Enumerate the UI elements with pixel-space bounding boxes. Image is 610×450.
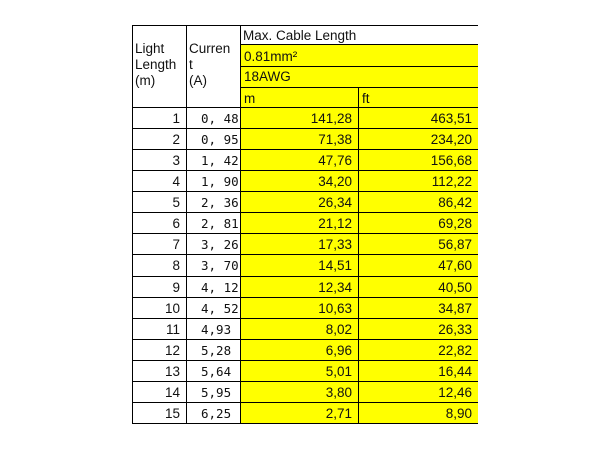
cell-length-m: 8,02 bbox=[241, 319, 358, 339]
grid-line bbox=[358, 87, 359, 424]
header-current: Curren t (A) bbox=[186, 41, 230, 89]
cell-light-length: 4 bbox=[172, 174, 180, 189]
cell-current: 4,93 bbox=[201, 322, 232, 337]
cell-current: 5,28 bbox=[201, 343, 232, 358]
grid-line bbox=[240, 25, 241, 424]
header-text: (A) bbox=[189, 73, 207, 88]
header-text: Light bbox=[135, 41, 165, 56]
cell-light-length: 7 bbox=[172, 237, 180, 252]
cell-length-ft: 86,42 bbox=[359, 192, 478, 212]
grid-line bbox=[132, 149, 478, 150]
cell-current: 2, 81 bbox=[201, 216, 239, 231]
grid-line bbox=[132, 339, 478, 340]
cell-light-length: 13 bbox=[164, 364, 180, 379]
cell-length-m: 47,76 bbox=[241, 150, 358, 170]
grid-line bbox=[186, 25, 187, 424]
grid-line bbox=[132, 402, 478, 403]
cell-current: 3, 70 bbox=[201, 258, 239, 273]
grid-line bbox=[132, 318, 478, 319]
cell-light-length: 12 bbox=[164, 343, 180, 358]
cell-length-ft: 40,50 bbox=[359, 277, 478, 297]
cell-length-m: 3,80 bbox=[241, 382, 358, 402]
cell-light-length: 9 bbox=[172, 280, 180, 295]
grid-line bbox=[132, 128, 478, 129]
cell-length-ft: 8,90 bbox=[359, 403, 478, 423]
grid-line bbox=[132, 212, 478, 213]
cell-length-m: 5,01 bbox=[241, 361, 358, 381]
cell-length-m: 34,20 bbox=[241, 171, 358, 191]
grid-line bbox=[132, 191, 478, 192]
grid-line bbox=[132, 233, 478, 234]
cell-length-ft: 56,87 bbox=[359, 234, 478, 254]
grid-line bbox=[132, 170, 478, 171]
cell-length-m: 10,63 bbox=[241, 298, 358, 318]
cell-length-m: 26,34 bbox=[241, 192, 358, 212]
cell-length-ft: 34,87 bbox=[359, 298, 478, 318]
cell-length-ft: 26,33 bbox=[359, 319, 478, 339]
cell-light-length: 3 bbox=[172, 153, 180, 168]
cell-current: 2, 36 bbox=[201, 195, 239, 210]
header-unit-ft: ft bbox=[359, 88, 478, 107]
cell-light-length: 2 bbox=[172, 132, 180, 147]
grid-line bbox=[132, 107, 478, 108]
cell-light-length: 11 bbox=[165, 322, 180, 337]
cell-current: 3, 26 bbox=[201, 237, 239, 252]
cell-length-m: 17,33 bbox=[241, 234, 358, 254]
grid-line bbox=[132, 254, 478, 255]
header-unit-m: m bbox=[241, 88, 358, 107]
cell-light-length: 8 bbox=[172, 258, 180, 273]
cell-length-m: 12,34 bbox=[241, 277, 358, 297]
header-text: (m) bbox=[135, 73, 156, 88]
cell-current: 4, 52 bbox=[201, 301, 239, 316]
cell-current: 0, 48 bbox=[201, 111, 239, 126]
cell-current: 1, 90 bbox=[201, 174, 239, 189]
grid-line bbox=[240, 44, 478, 45]
cell-current: 1, 42 bbox=[201, 153, 239, 168]
cell-length-ft: 463,51 bbox=[359, 108, 478, 128]
cell-current: 0, 95 bbox=[201, 132, 239, 147]
cell-current: 6,25 bbox=[201, 406, 232, 421]
cell-light-length: 10 bbox=[164, 301, 180, 316]
header-text: t bbox=[189, 57, 193, 72]
cell-light-length: 6 bbox=[172, 216, 180, 231]
grid-line bbox=[132, 360, 478, 361]
cell-current: 4, 12 bbox=[201, 280, 239, 295]
grid-line bbox=[132, 25, 133, 424]
cell-light-length: 15 bbox=[164, 406, 180, 421]
grid-line bbox=[240, 66, 478, 67]
header-text: Length bbox=[135, 57, 177, 72]
cell-length-m: 21,12 bbox=[241, 213, 358, 233]
header-cross-section: 0.81mm² bbox=[241, 45, 478, 66]
cell-length-ft: 12,46 bbox=[359, 382, 478, 402]
cell-length-ft: 234,20 bbox=[359, 129, 478, 149]
header-text: Curren bbox=[189, 41, 231, 56]
cell-current: 5,64 bbox=[201, 364, 232, 379]
cell-light-length: 1 bbox=[172, 111, 180, 126]
cell-length-ft: 22,82 bbox=[359, 340, 478, 360]
cell-length-m: 2,71 bbox=[241, 403, 358, 423]
grid-line bbox=[132, 423, 478, 424]
cell-length-ft: 47,60 bbox=[359, 255, 478, 276]
cell-length-ft: 156,68 bbox=[359, 150, 478, 170]
cell-light-length: 5 bbox=[172, 195, 180, 210]
header-gauge: 18AWG bbox=[241, 67, 478, 87]
cell-length-m: 6,96 bbox=[241, 340, 358, 360]
cell-length-ft: 16,44 bbox=[359, 361, 478, 381]
cell-light-length: 14 bbox=[164, 385, 180, 400]
cell-length-ft: 112,22 bbox=[359, 171, 478, 191]
cell-length-m: 71,38 bbox=[241, 129, 358, 149]
cell-length-m: 14,51 bbox=[241, 255, 358, 276]
grid-line bbox=[132, 297, 478, 298]
header-max-cable-length: Max. Cable Length bbox=[243, 28, 357, 43]
grid-line bbox=[132, 276, 478, 277]
grid-line bbox=[132, 25, 478, 26]
cell-length-m: 141,28 bbox=[241, 108, 358, 128]
cell-length-ft: 69,28 bbox=[359, 213, 478, 233]
cell-current: 5,95 bbox=[201, 385, 232, 400]
header-light-length: Light Length (m) bbox=[132, 41, 176, 89]
grid-line bbox=[132, 381, 478, 382]
grid-line bbox=[240, 87, 478, 88]
